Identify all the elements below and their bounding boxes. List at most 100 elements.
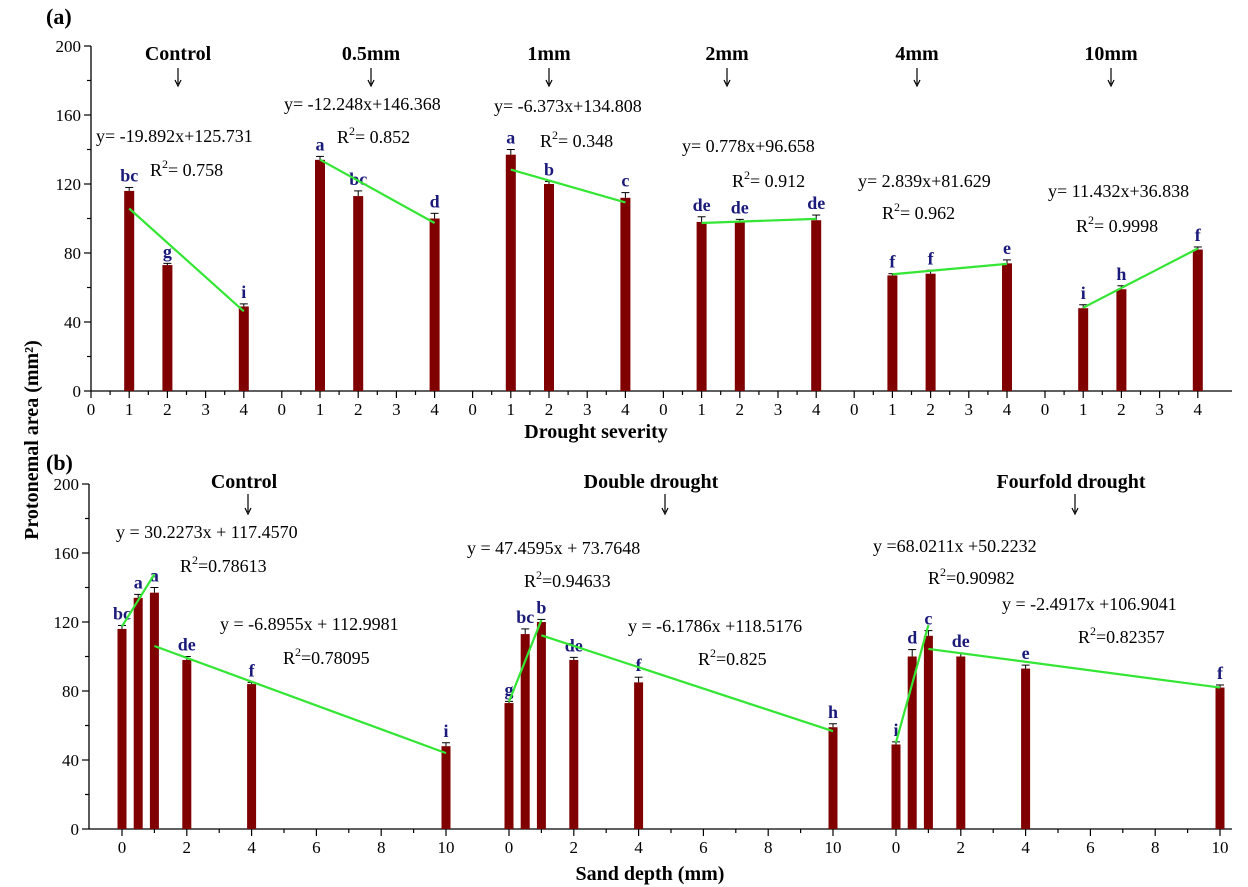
panel-a-x-tick-label: 0	[278, 400, 287, 419]
panel-b-bar	[891, 744, 901, 829]
panel-a-trend-line	[701, 217, 817, 225]
panel-a-significance-letter: c	[621, 171, 629, 191]
panel-b-bar	[441, 746, 451, 829]
panel-a-equation: y= -12.248x+146.368	[284, 94, 441, 114]
panel-b-r-squared: R2=0.825	[698, 646, 767, 669]
panel-a-equation: y= 2.839x+81.629	[858, 171, 991, 191]
panel-a-bar	[925, 273, 936, 391]
panel-b-bar	[828, 727, 838, 829]
panel-b-x-tick-label: 10	[1212, 838, 1229, 857]
panel-b-significance-letter: a	[134, 572, 143, 592]
panel-a-label: (a)	[46, 4, 72, 29]
panel-b-trend-line	[894, 624, 930, 743]
panel-a-trend-line	[510, 168, 626, 204]
panel-b-x-tick-label: 8	[1151, 838, 1160, 857]
panel-b-significance-letter: d	[907, 628, 917, 648]
panel-a-x-tick-label: 3	[965, 400, 974, 419]
panel-b-r-squared: R2=0.90982	[928, 565, 1015, 588]
panel-b-x-tick-label: 2	[570, 838, 579, 857]
panel-b-equation: y = -6.1786x +118.5176	[628, 616, 802, 636]
panel-a-bar	[544, 184, 554, 391]
panel-a-x-tick-label: 0	[850, 400, 859, 419]
panel-a-group-1: 0.5mm a bc d y= -12.248x+146.368 R2= 0.852	[284, 43, 441, 391]
panel-a-bar	[811, 220, 822, 391]
panel-a-bar	[124, 190, 135, 391]
panel-b-x-tick-label: 4	[247, 838, 256, 857]
panel-b-r-squared: R2=0.94633	[524, 568, 611, 591]
panel-a-x-tick-label: 2	[736, 400, 745, 419]
panel-b-significance-letter: e	[1022, 643, 1030, 663]
panel-b-y-tick-label: 80	[62, 682, 79, 701]
panel-b-bar	[907, 656, 917, 829]
panel-b-x-axis-title: Sand depth (mm)	[576, 863, 725, 885]
panel-b-x-tick-label: 0	[118, 838, 127, 857]
panel-b-bar	[923, 635, 933, 829]
panel-b-x-tick-label: 8	[377, 838, 386, 857]
panel-b-r-squared: R2=0.78095	[283, 645, 370, 668]
panel-b-y-tick-label: 200	[54, 475, 80, 494]
panel-a-x-tick-label: 4	[430, 400, 439, 419]
panel-b-bar	[634, 682, 644, 829]
panel-a-significance-letter: a	[506, 128, 515, 148]
panel-a-group-title: 4mm	[895, 43, 939, 65]
panel-a-r-squared: R2= 0.348	[540, 128, 613, 151]
panel-b-bar	[569, 659, 579, 829]
panel-b-significance-letter: c	[924, 609, 932, 629]
panel-b-x-tick-label: 6	[1086, 838, 1095, 857]
panel-a-bar	[734, 221, 745, 391]
panel-a-x-tick-label: 1	[1079, 400, 1088, 419]
panel-a-significance-letter: f	[1195, 225, 1202, 245]
panel-b-equation: y = -6.8955x + 112.9981	[220, 614, 399, 634]
panel-a-equation: y= 0.778x+96.658	[682, 136, 815, 156]
panel-b-y-tick-label: 160	[54, 544, 80, 563]
panel-b-bar	[149, 592, 159, 829]
panel-b-significance-letter: f	[249, 660, 256, 680]
panel-a-bar	[1192, 249, 1203, 391]
panel-a-x-tick-label: 2	[163, 400, 172, 419]
panel-a-trend-line	[319, 158, 436, 224]
panel-b-y-tick-label: 120	[54, 613, 80, 632]
panel-a-x-tick-label: 4	[240, 400, 249, 419]
panel-b-trend-line	[121, 573, 156, 627]
panel-a-r-squared: R2= 0.9998	[1076, 213, 1158, 236]
panel-a-x-tick-label: 2	[1117, 400, 1126, 419]
panel-a-x-tick-label: 0	[1041, 400, 1050, 419]
panel-a-significance-letter: bc	[120, 165, 138, 185]
panel-b-group-title: Control	[211, 471, 278, 493]
panel-a-group-title: 1mm	[527, 43, 571, 65]
panel-a-x-tick-label: 3	[1155, 400, 1164, 419]
panel-b-r-squared: R2=0.78613	[180, 553, 267, 576]
panel-a-x-tick-label: 0	[468, 400, 477, 419]
panel-a-significance-letter: f	[928, 248, 935, 268]
panel-b-x-tick-label: 2	[183, 838, 192, 857]
panel-a-trend-line	[892, 262, 1008, 276]
panel-a-x-tick-label: 2	[545, 400, 554, 419]
panel-a-significance-letter: a	[316, 134, 325, 154]
panel-a-r-squared: R2= 0.962	[882, 200, 955, 223]
panel-a-group-arrow-head	[367, 79, 375, 88]
panel-a-r-squared: R2= 0.852	[337, 124, 410, 147]
panel-a-x-tick-label: 4	[812, 400, 821, 419]
panel-b-x-tick-label: 4	[634, 838, 643, 857]
panel-a-group-5: 10mm i h f y= 11.432x+36.838 R2= 0.9998	[1048, 43, 1203, 391]
panel-a-group-title: 10mm	[1084, 43, 1138, 65]
panel-b-significance-letter: de	[178, 635, 196, 655]
panel-b-group-title: Fourfold drought	[996, 471, 1145, 493]
panel-a-x-tick-label: 3	[583, 400, 592, 419]
panel-a-x-tick-label: 1	[697, 400, 706, 419]
panel-a-equation: y= 11.432x+36.838	[1048, 181, 1189, 201]
panel-a-group-title: Control	[145, 43, 212, 65]
panel-b-group-arrow-head	[661, 507, 669, 516]
panel-a-group-0: Control bc g i y= -19.892x+125.731 R2= 0.758	[96, 43, 253, 391]
panel-a-group-title: 2mm	[705, 43, 749, 65]
panel-a-significance-letter: d	[430, 191, 440, 211]
panel-b-equation: y = 47.4595x + 73.7648	[467, 538, 640, 558]
panel-b-x-tick-label: 6	[312, 838, 321, 857]
panel-a-group-2: 1mm a b c y= -6.373x+134.808 R2= 0.348	[494, 43, 642, 391]
panel-b-bar	[504, 703, 514, 829]
